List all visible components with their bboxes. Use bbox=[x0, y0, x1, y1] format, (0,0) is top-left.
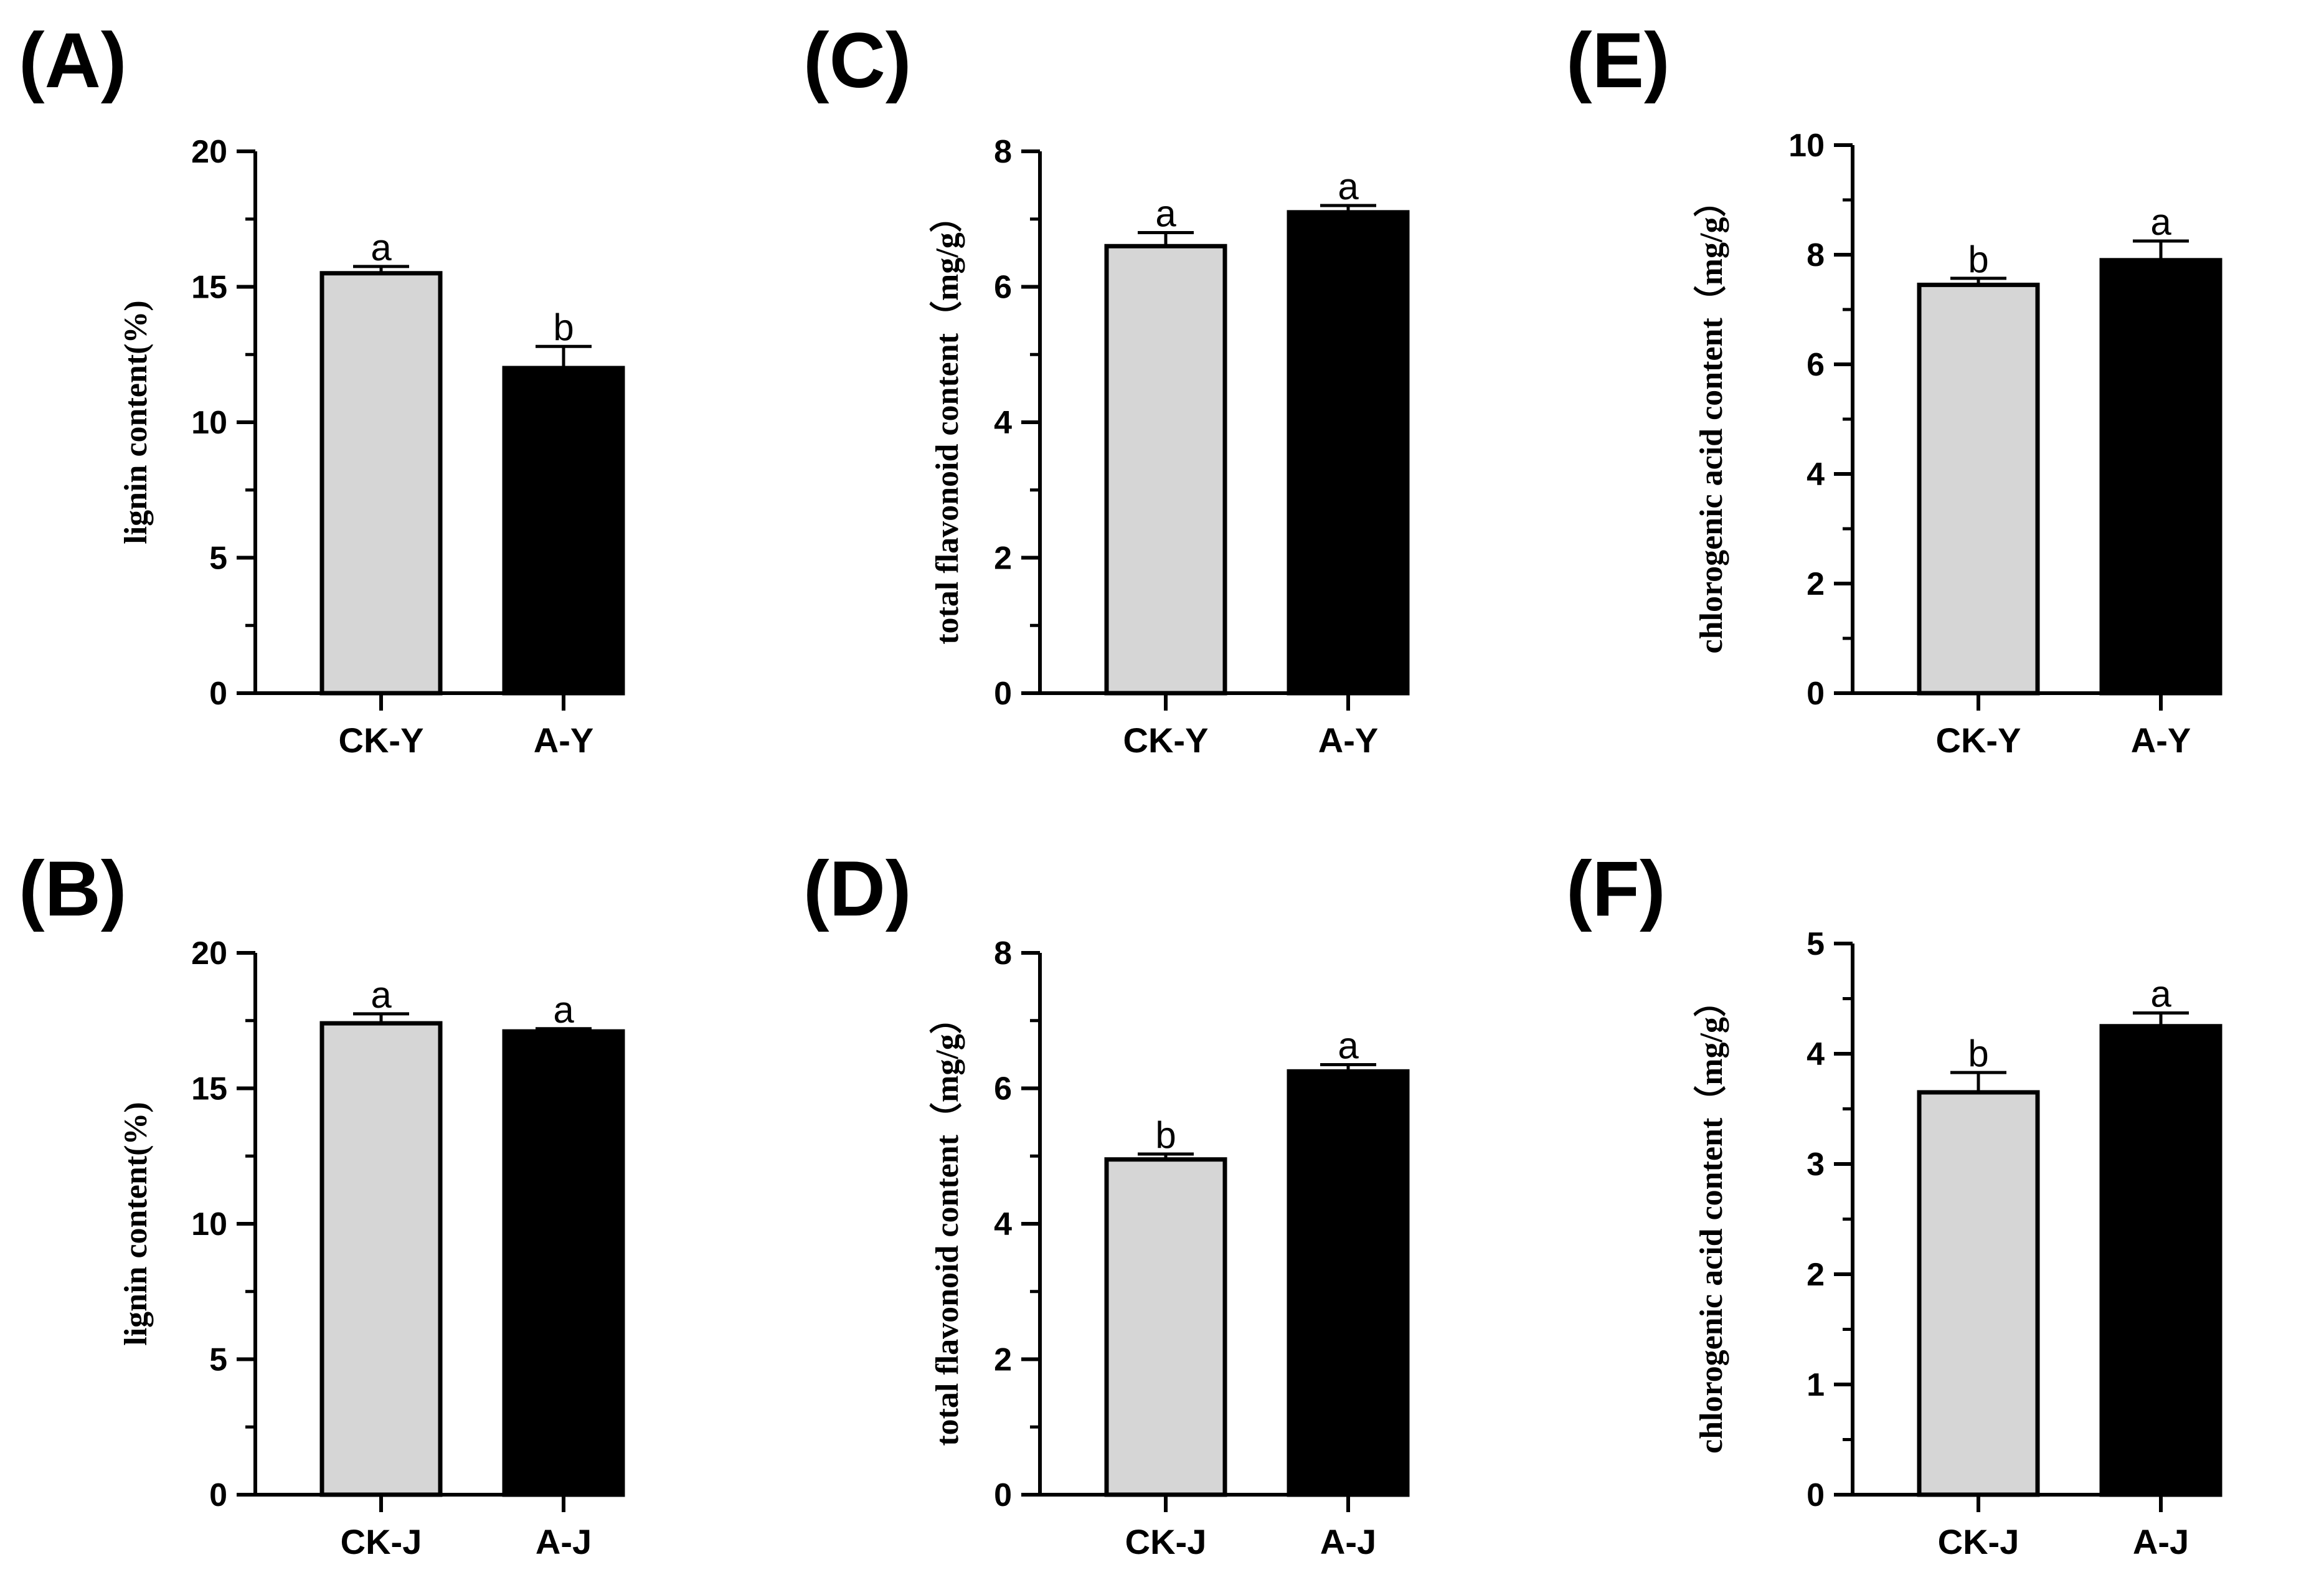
bar bbox=[2099, 1024, 2222, 1497]
y-tick-label: 0 bbox=[994, 676, 1012, 712]
y-tick-label: 10 bbox=[191, 1206, 227, 1242]
y-tick-label: 2 bbox=[994, 1342, 1012, 1378]
y-tick-label: 20 bbox=[191, 935, 227, 972]
bar bbox=[1287, 1069, 1410, 1497]
y-tick-label: 4 bbox=[994, 1206, 1012, 1242]
panel-label: (C) bbox=[803, 17, 912, 104]
panel-label: (E) bbox=[1566, 17, 1670, 104]
y-tick-label: 2 bbox=[994, 541, 1012, 577]
significance-label: a bbox=[553, 989, 574, 1031]
y-tick-label: 15 bbox=[191, 1071, 227, 1107]
significance-label: b bbox=[1968, 1033, 1988, 1074]
y-tick-label: 6 bbox=[994, 270, 1012, 306]
x-tick-label: A-Y bbox=[2131, 721, 2191, 760]
bar bbox=[502, 366, 625, 696]
y-tick-label: 8 bbox=[994, 935, 1012, 972]
y-tick-label: 0 bbox=[1807, 676, 1825, 712]
x-tick-label: CK-Y bbox=[339, 721, 424, 760]
panel-label: (A) bbox=[19, 17, 127, 104]
y-tick-label: 4 bbox=[1807, 457, 1825, 493]
x-tick-label: A-J bbox=[536, 1522, 592, 1561]
y-tick-label: 20 bbox=[191, 134, 227, 170]
y-tick-label: 0 bbox=[1807, 1477, 1825, 1513]
y-tick-label: 6 bbox=[1807, 347, 1825, 383]
chart-panel: (B) lignin content(%) 0 5 10 15 20 CK-J a A-J a bbox=[19, 846, 625, 1561]
y-axis-label: chlorogenic acid content（mg/g） bbox=[1693, 185, 1729, 654]
chart-panel: (E) chlorogenic acid content（mg/g） 0 2 4 6 8 10… bbox=[1566, 17, 2222, 760]
y-axis-label: total flavonoid content（mg/g） bbox=[929, 1001, 965, 1446]
y-tick-label: 2 bbox=[1807, 566, 1825, 602]
panel-label: (D) bbox=[803, 846, 912, 932]
y-tick-label: 2 bbox=[1807, 1257, 1825, 1293]
bar bbox=[2099, 258, 2222, 696]
y-tick-label: 6 bbox=[994, 1071, 1012, 1107]
x-tick-label: CK-Y bbox=[1123, 721, 1209, 760]
y-tick-label: 5 bbox=[209, 541, 227, 577]
y-tick-label: 8 bbox=[1807, 237, 1825, 273]
y-tick-label: 10 bbox=[1788, 128, 1825, 164]
significance-label: a bbox=[371, 227, 392, 268]
y-axis-label: total flavonoid content（mg/g） bbox=[929, 200, 965, 645]
significance-label: a bbox=[2150, 973, 2171, 1015]
bar bbox=[1104, 244, 1227, 696]
x-tick-label: CK-Y bbox=[1936, 721, 2021, 760]
y-axis-label: lignin content(%) bbox=[118, 300, 154, 544]
y-tick-label: 5 bbox=[209, 1342, 227, 1378]
significance-label: b bbox=[1155, 1114, 1176, 1156]
x-tick-label: A-J bbox=[2133, 1522, 2189, 1561]
bar bbox=[319, 271, 443, 696]
bar bbox=[1917, 1090, 2040, 1497]
bar bbox=[1287, 210, 1410, 696]
x-tick-label: A-J bbox=[1320, 1522, 1376, 1561]
x-tick-label: CK-J bbox=[341, 1522, 422, 1561]
significance-label: b bbox=[1968, 239, 1988, 280]
significance-label: a bbox=[1155, 193, 1176, 235]
significance-label: a bbox=[1338, 1024, 1359, 1066]
x-tick-label: CK-J bbox=[1938, 1522, 2019, 1561]
y-tick-label: 3 bbox=[1807, 1147, 1825, 1183]
y-tick-label: 10 bbox=[191, 405, 227, 441]
y-tick-label: 8 bbox=[994, 134, 1012, 170]
bar bbox=[1917, 282, 2040, 696]
chart-panel: (A) lignin content(%) 0 5 10 15 20 CK-Y a A-Y b bbox=[19, 17, 625, 760]
y-tick-label: 5 bbox=[1807, 926, 1825, 962]
bar bbox=[319, 1021, 443, 1497]
y-tick-label: 4 bbox=[1807, 1036, 1825, 1072]
significance-label: a bbox=[371, 974, 392, 1016]
chart-panel: (D) total flavonoid content（mg/g） 0 2 4 6 8 CK-… bbox=[803, 846, 1410, 1561]
y-tick-label: 4 bbox=[994, 405, 1012, 441]
x-tick-label: CK-J bbox=[1125, 1522, 1207, 1561]
chart-panel: (C) total flavonoid content（mg/g） 0 2 4 6 8 CK-… bbox=[803, 17, 1410, 760]
chart-panel: (F) chlorogenic acid content（mg/g） 0 1 2 3 4 5 C… bbox=[1566, 846, 2222, 1561]
x-tick-label: A-Y bbox=[1318, 721, 1378, 760]
y-tick-label: 0 bbox=[209, 676, 227, 712]
y-tick-label: 1 bbox=[1807, 1367, 1825, 1403]
y-tick-label: 15 bbox=[191, 270, 227, 306]
x-tick-label: A-Y bbox=[534, 721, 593, 760]
significance-label: b bbox=[553, 306, 574, 348]
panel-label: (F) bbox=[1566, 846, 1666, 932]
y-axis-label: chlorogenic acid content（mg/g） bbox=[1693, 985, 1729, 1454]
y-tick-label: 0 bbox=[209, 1477, 227, 1513]
bar bbox=[1104, 1157, 1227, 1497]
significance-label: a bbox=[1338, 166, 1359, 207]
bar bbox=[502, 1029, 625, 1497]
y-tick-label: 0 bbox=[994, 1477, 1012, 1513]
significance-label: a bbox=[2150, 201, 2171, 243]
panel-label: (B) bbox=[19, 846, 127, 932]
y-axis-label: lignin content(%) bbox=[118, 1102, 154, 1345]
